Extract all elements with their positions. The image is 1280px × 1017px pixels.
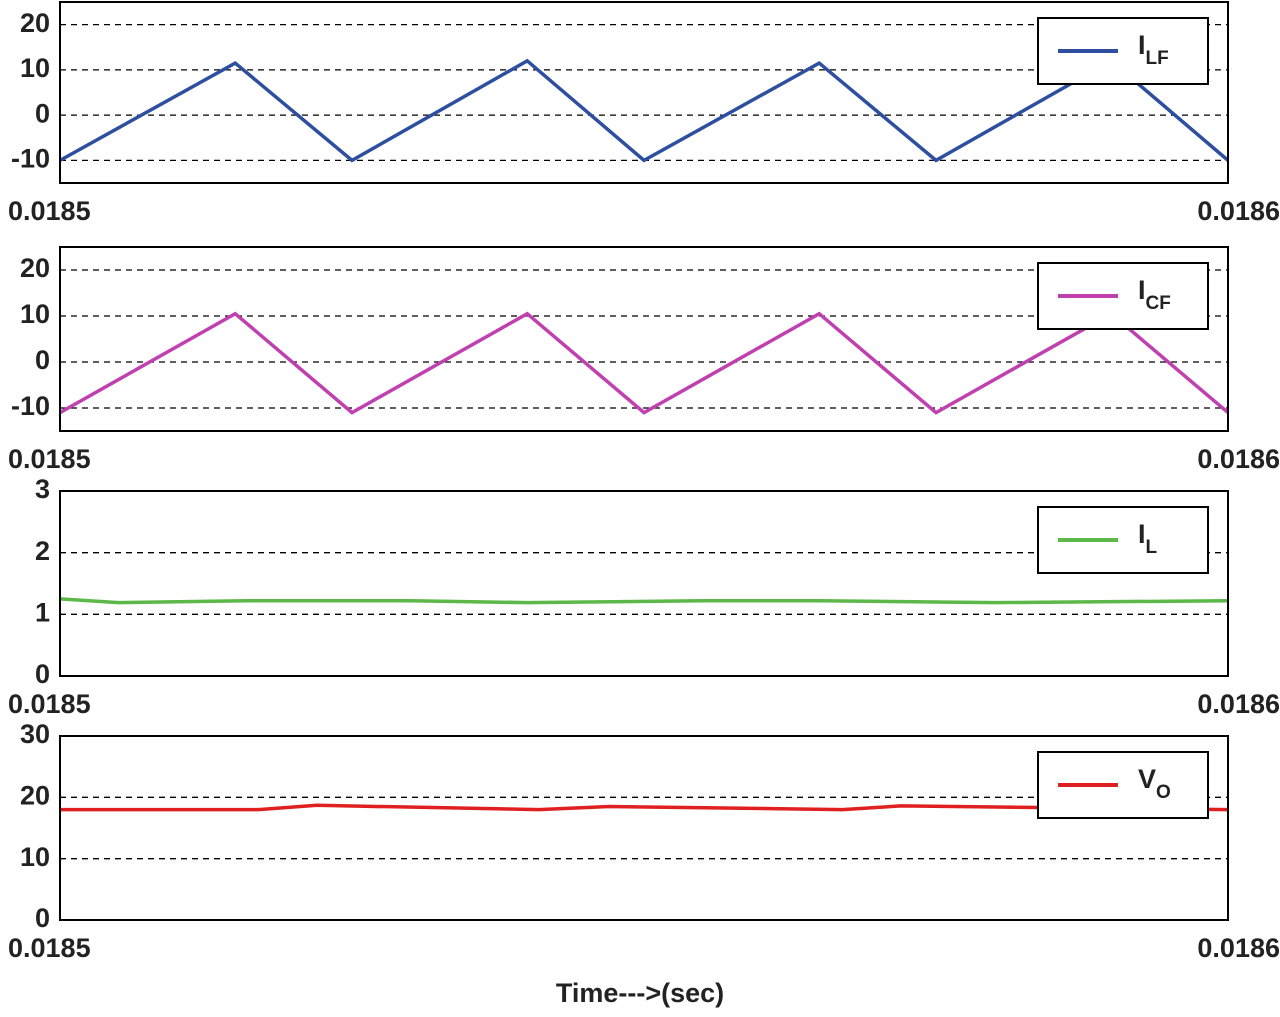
legend-subscript: CF xyxy=(1146,293,1171,314)
plot-frame xyxy=(59,735,1229,921)
y-tick-label: 0 xyxy=(35,659,50,689)
y-tick-label: -10 xyxy=(11,391,50,421)
y-tick-label: 20 xyxy=(20,780,50,810)
y-tick-label: 10 xyxy=(20,53,50,83)
x-tick-label: 0.0186 xyxy=(1197,689,1280,719)
y-tick-label: 1 xyxy=(35,597,50,627)
y-tick-label: 20 xyxy=(20,8,50,38)
series-line xyxy=(59,311,1230,415)
legend-subscript: LF xyxy=(1146,48,1169,69)
series-line xyxy=(59,58,1230,163)
x-tick-label: 0.0186 xyxy=(1197,444,1280,474)
y-tick-label: -10 xyxy=(11,144,50,174)
legend-label: ILF xyxy=(1138,30,1169,69)
y-tick-label: 0 xyxy=(35,98,50,128)
legend-name: I xyxy=(1138,275,1146,305)
x-tick-label: 0.0185 xyxy=(8,689,91,719)
x-tick-label: 0.0186 xyxy=(1197,933,1280,963)
y-tick-label: 10 xyxy=(20,299,50,329)
y-tick-label: 3 xyxy=(35,474,50,504)
legend-name: I xyxy=(1138,519,1146,549)
legend-name: I xyxy=(1138,30,1146,60)
y-tick-label: 30 xyxy=(20,719,50,749)
series-line xyxy=(59,597,1229,605)
x-tick-label: 0.0185 xyxy=(8,196,91,226)
x-tick-label: 0.0186 xyxy=(1197,196,1280,226)
legend-subscript: L xyxy=(1146,537,1158,558)
legend-subscript: O xyxy=(1156,782,1171,803)
y-tick-label: 0 xyxy=(35,903,50,933)
legend-label: ICF xyxy=(1138,275,1171,314)
legend-label: IL xyxy=(1138,519,1158,558)
legend-name: V xyxy=(1138,764,1156,794)
plot-frame xyxy=(59,1,1229,184)
y-tick-label: 2 xyxy=(35,536,50,566)
plot-frame xyxy=(59,246,1229,432)
y-tick-label: 20 xyxy=(20,253,50,283)
x-tick-label: 0.0185 xyxy=(8,444,91,474)
series-line xyxy=(60,803,1229,812)
y-tick-label: 10 xyxy=(20,842,50,872)
x-axis-label: Time--->(sec) xyxy=(556,978,724,1008)
plot-frame xyxy=(59,490,1229,677)
legend-box xyxy=(1037,751,1209,819)
y-tick-label: 0 xyxy=(35,345,50,375)
legend-label: VO xyxy=(1138,764,1171,803)
x-tick-label: 0.0185 xyxy=(8,933,91,963)
